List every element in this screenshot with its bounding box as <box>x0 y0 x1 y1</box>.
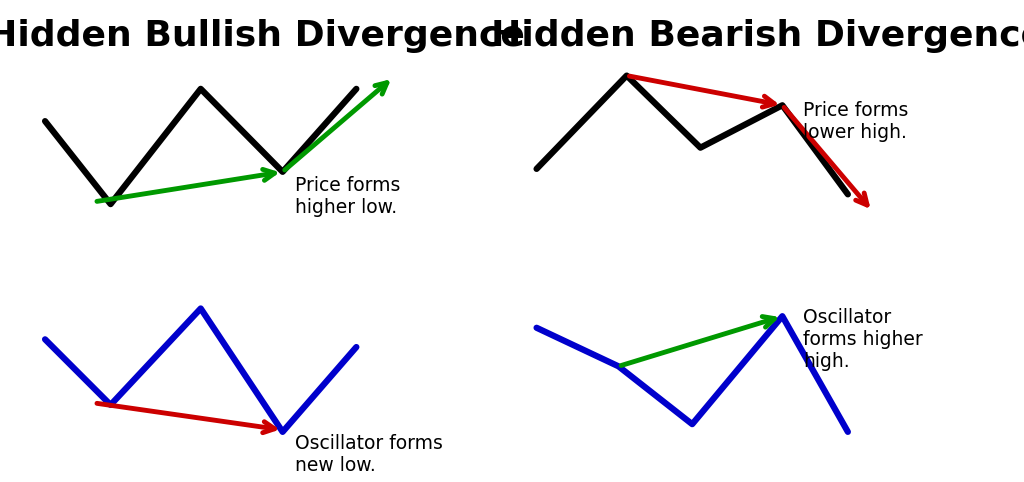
Text: Price forms
higher low.: Price forms higher low. <box>295 176 400 217</box>
Text: Oscillator
forms higher
high.: Oscillator forms higher high. <box>803 308 923 372</box>
Text: Hidden Bearish Divergence: Hidden Bearish Divergence <box>490 19 1024 54</box>
Text: Price forms
lower high.: Price forms lower high. <box>803 101 908 142</box>
Text: Oscillator forms
new low.: Oscillator forms new low. <box>295 434 442 475</box>
Text: Hidden Bullish Divergence: Hidden Bullish Divergence <box>0 19 525 54</box>
